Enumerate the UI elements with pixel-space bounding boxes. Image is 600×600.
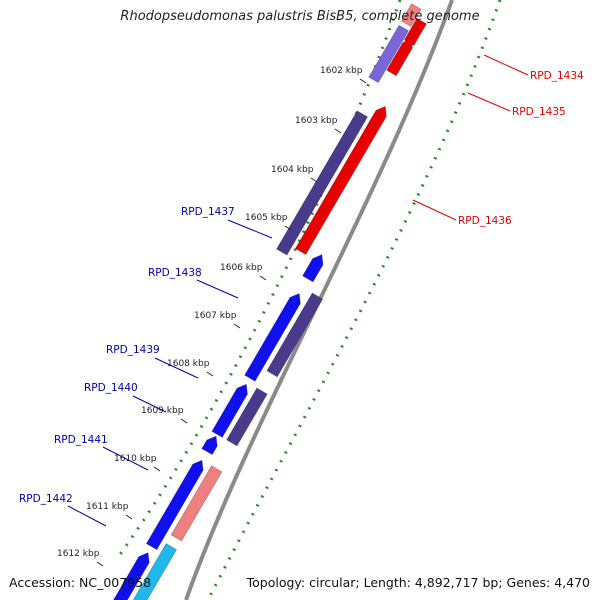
label-leader bbox=[483, 54, 529, 76]
cds-rpd-1442 bbox=[132, 542, 178, 600]
label-layer: RPD_1434 RPD_1435 RPD_1436 RPD_1437 RPD_1438… bbox=[19, 54, 584, 527]
tick-mark bbox=[206, 371, 214, 377]
label-leader bbox=[67, 505, 107, 527]
gene-label-rpd-1438: RPD_1438 bbox=[148, 267, 202, 279]
tick-label: 1604 kbp bbox=[271, 165, 314, 175]
cds-rpd-1438 bbox=[266, 292, 324, 378]
tick-label: 1608 kbp bbox=[167, 359, 210, 369]
label-leader bbox=[412, 199, 457, 221]
cds-rpd-1439-fwd bbox=[211, 383, 248, 438]
gene-label-rpd-1439: RPD_1439 bbox=[106, 344, 160, 356]
cds-rpd-1435 bbox=[368, 24, 410, 84]
cds-rpd-1440 bbox=[201, 435, 218, 456]
tick-mark bbox=[96, 561, 104, 567]
label-leader bbox=[467, 92, 511, 112]
gene-label-rpd-1442: RPD_1442 bbox=[19, 493, 73, 505]
label-leader bbox=[227, 219, 273, 239]
tick-label: 1610 kbp bbox=[114, 454, 157, 464]
gene-label-rpd-1434: RPD_1434 bbox=[530, 70, 584, 82]
tick-label: 1607 kbp bbox=[194, 311, 237, 321]
tick-mark bbox=[334, 128, 342, 134]
gene-label-rpd-1435: RPD_1435 bbox=[512, 106, 566, 118]
cds-rpd-1441-fwd bbox=[145, 459, 204, 551]
cds-rpd-1438-fwd bbox=[244, 292, 301, 382]
cds-rpd-1437 bbox=[302, 254, 324, 283]
tick-label: 1611 kbp bbox=[86, 502, 129, 512]
cds-rpd-1442-fwd bbox=[113, 552, 150, 600]
tick-mark bbox=[259, 275, 267, 281]
cds-rpd-1436-purple bbox=[276, 110, 369, 256]
tick-label: 1612 kbp bbox=[57, 549, 100, 559]
tick-label: 1605 kbp bbox=[245, 213, 288, 223]
topology-label: Topology: circular; Length: 4,892,717 bp… bbox=[246, 575, 590, 590]
tick-label: 1602 kbp bbox=[320, 66, 363, 76]
cds-rpd-1434b bbox=[386, 37, 413, 77]
gene-label-rpd-1436: RPD_1436 bbox=[458, 215, 512, 227]
tick-mark bbox=[125, 514, 133, 520]
label-leader bbox=[102, 446, 149, 471]
tick-label: 1603 kbp bbox=[295, 116, 338, 126]
tick-mark bbox=[180, 418, 188, 424]
tick-mark bbox=[153, 466, 161, 472]
label-leader bbox=[196, 279, 239, 299]
gene-label-rpd-1440: RPD_1440 bbox=[84, 382, 138, 394]
tick-mark bbox=[284, 225, 292, 231]
gc-dots-outer-right bbox=[206, 0, 502, 600]
feature-layer bbox=[113, 3, 427, 600]
tick-mark bbox=[310, 177, 318, 183]
gc-dots-outer-left bbox=[114, 0, 402, 561]
gene-label-rpd-1437: RPD_1437 bbox=[181, 206, 235, 218]
cds-rpd-1436 bbox=[294, 105, 387, 256]
accession-label: Accession: NC_007958 bbox=[9, 575, 152, 590]
tick-label: 1609 kbp bbox=[141, 406, 184, 416]
cds-rpd-1434a bbox=[403, 17, 427, 47]
map-title: Rhodopseudomonas palustris BisB5, comple… bbox=[120, 9, 480, 24]
tick-layer: 1602 kbp 1603 kbp 1604 kbp 1605 kbp 1606 kbp… bbox=[57, 66, 367, 567]
cds-rpd-1441 bbox=[170, 465, 223, 542]
tick-mark bbox=[359, 78, 367, 84]
label-leader bbox=[154, 357, 199, 379]
tick-mark bbox=[233, 323, 241, 329]
cds-pink-top bbox=[400, 3, 422, 28]
label-leader bbox=[132, 395, 167, 413]
tick-label: 1606 kbp bbox=[220, 263, 263, 273]
gc-content-dots bbox=[114, 0, 502, 600]
cds-rpd-1439 bbox=[226, 387, 268, 447]
gene-label-rpd-1441: RPD_1441 bbox=[54, 434, 108, 446]
